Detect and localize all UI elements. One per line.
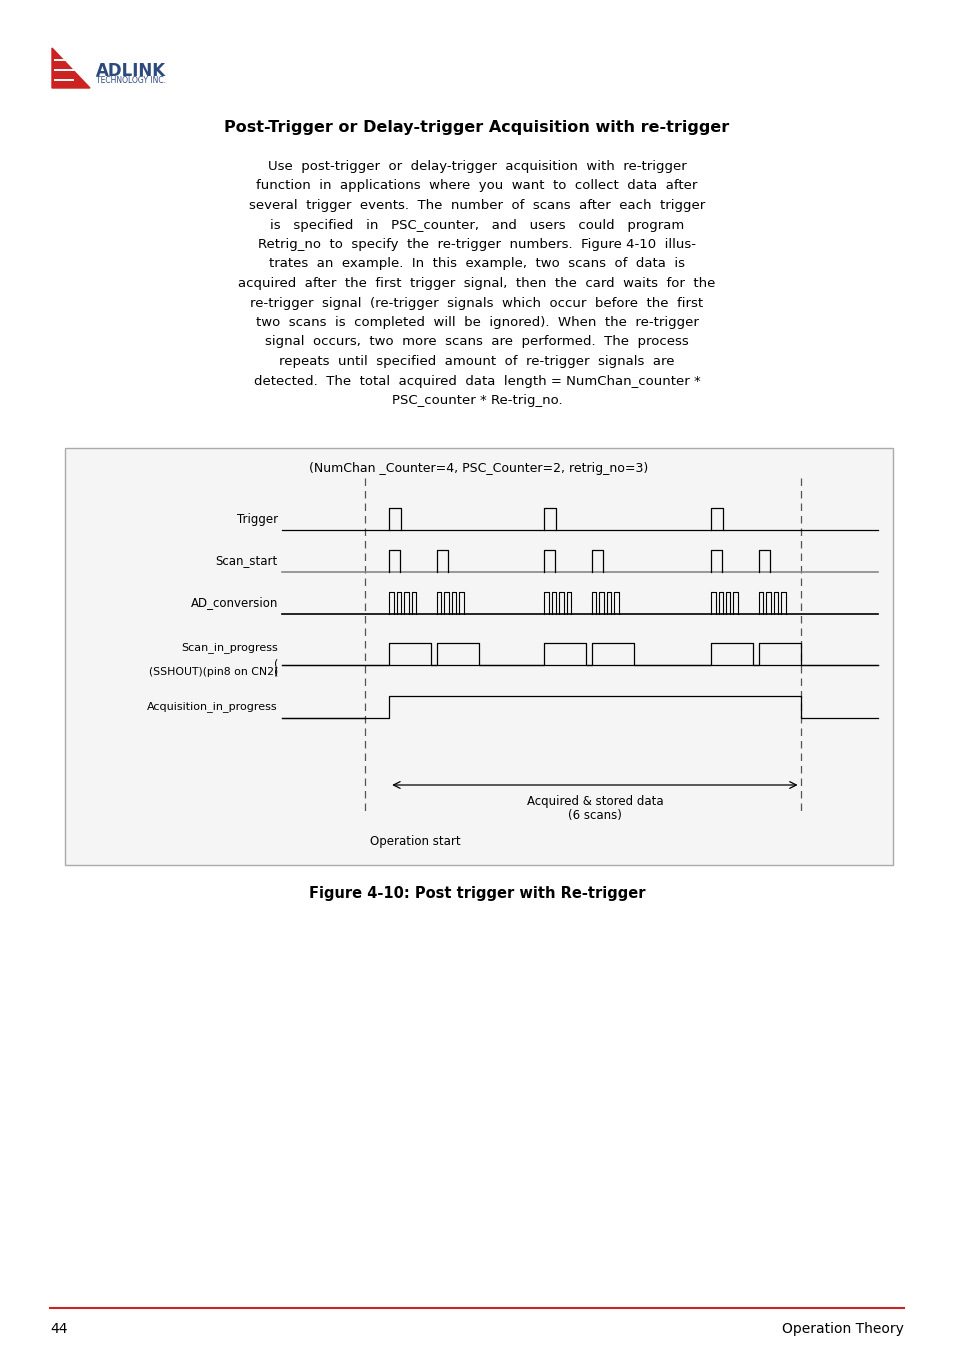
Text: 44: 44 xyxy=(50,1322,68,1336)
Text: Post-Trigger or Delay-trigger Acquisition with re-trigger: Post-Trigger or Delay-trigger Acquisitio… xyxy=(224,120,729,135)
Bar xyxy=(65,448,892,865)
Text: Operation Theory: Operation Theory xyxy=(781,1322,903,1336)
Text: Scan_start: Scan_start xyxy=(215,554,277,568)
Text: (: ( xyxy=(274,658,277,668)
Text: function  in  applications  where  you  want  to  collect  data  after: function in applications where you want … xyxy=(256,180,697,192)
Text: several  trigger  events.  The  number  of  scans  after  each  trigger: several trigger events. The number of sc… xyxy=(249,199,704,212)
Text: acquired  after  the  first  trigger  signal,  then  the  card  waits  for  the: acquired after the first trigger signal,… xyxy=(238,277,715,289)
Text: repeats  until  specified  amount  of  re-trigger  signals  are: repeats until specified amount of re-tri… xyxy=(279,356,674,368)
Text: Acquired & stored data: Acquired & stored data xyxy=(526,795,662,808)
Text: two  scans  is  completed  will  be  ignored).  When  the  re-trigger: two scans is completed will be ignored).… xyxy=(255,316,698,329)
Text: ADLINK: ADLINK xyxy=(96,62,166,80)
Text: trates  an  example.  In  this  example,  two  scans  of  data  is: trates an example. In this example, two … xyxy=(269,257,684,270)
Text: Figure 4-10: Post trigger with Re-trigger: Figure 4-10: Post trigger with Re-trigge… xyxy=(309,886,644,900)
Text: Operation start: Operation start xyxy=(370,836,460,848)
Text: PSC_counter * Re-trig_no.: PSC_counter * Re-trig_no. xyxy=(392,393,561,407)
Text: Trigger: Trigger xyxy=(236,512,277,526)
Text: re-trigger  signal  (re-trigger  signals  which  occur  before  the  first: re-trigger signal (re-trigger signals wh… xyxy=(251,296,702,310)
Text: Acquisition_in_progress: Acquisition_in_progress xyxy=(147,702,277,713)
Text: TECHNOLOGY INC.: TECHNOLOGY INC. xyxy=(96,76,166,85)
Text: (NumChan _Counter=4, PSC_Counter=2, retrig_no=3): (NumChan _Counter=4, PSC_Counter=2, retr… xyxy=(309,462,648,475)
Polygon shape xyxy=(52,49,90,88)
Text: (6 scans): (6 scans) xyxy=(567,808,621,822)
Text: signal  occurs,  two  more  scans  are  performed.  The  process: signal occurs, two more scans are perfor… xyxy=(265,335,688,349)
Text: Use  post-trigger  or  delay-trigger  acquisition  with  re-trigger: Use post-trigger or delay-trigger acquis… xyxy=(268,160,685,173)
Text: detected.  The  total  acquired  data  length = NumChan_counter *: detected. The total acquired data length… xyxy=(253,375,700,388)
Text: Retrig_no  to  specify  the  re-trigger  numbers.  Figure 4-10  illus-: Retrig_no to specify the re-trigger numb… xyxy=(257,238,696,251)
Text: Scan_in_progress: Scan_in_progress xyxy=(181,642,277,653)
Text: AD_conversion: AD_conversion xyxy=(191,596,277,610)
Text: is   specified   in   PSC_counter,   and   users   could   program: is specified in PSC_counter, and users c… xyxy=(270,219,683,231)
Text: (SSHOUT)(pin8 on CN2): (SSHOUT)(pin8 on CN2) xyxy=(149,667,277,677)
Text: (: ( xyxy=(274,667,277,677)
